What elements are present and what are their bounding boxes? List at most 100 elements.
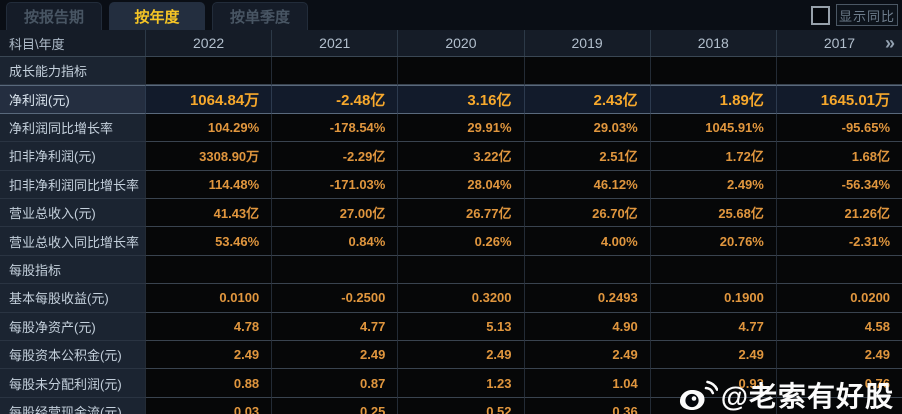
year-header-2020[interactable]: 2020 <box>397 30 523 56</box>
row-value: 4.77 <box>271 312 398 342</box>
show-yoy-label: 显示同比 <box>838 8 895 24</box>
row-value: 0.93 <box>649 369 776 398</box>
row-value: 0.2493 <box>523 284 650 313</box>
row-value: 2.49% <box>649 170 776 200</box>
row-value: 1645.01万 <box>775 85 902 114</box>
tab-report-period-label: 按报告期 <box>23 9 84 26</box>
row-value <box>145 57 272 86</box>
row-value: 20.76% <box>649 227 776 256</box>
row-label: 每股净资产(元) <box>0 312 145 342</box>
row-value: 1.72亿 <box>649 142 776 171</box>
row-value: -56.34% <box>775 170 902 200</box>
row-value: 26.77亿 <box>397 199 524 228</box>
row-value: 2.49 <box>145 341 272 370</box>
row-value: 2.51亿 <box>523 142 650 171</box>
row-value: 2.49 <box>271 341 398 370</box>
year-header-2017[interactable]: 2017 <box>775 30 902 56</box>
row-label: 每股指标 <box>0 255 145 285</box>
table-row[interactable]: 净利润同比增长率 104.29% -178.54% 29.91% 29.03% … <box>0 113 902 143</box>
row-value: 114.48% <box>145 170 272 200</box>
row-value: 0.0100 <box>145 284 272 313</box>
more-columns-icon[interactable]: » <box>884 33 895 53</box>
row-value: 3.16亿 <box>397 85 524 114</box>
table-row[interactable]: 每股经营现金流(元) 0.03 0.25 0.52 0.36 <box>0 397 902 414</box>
row-value: 0.76 <box>775 369 902 398</box>
row-label: 营业总收入同比增长率 <box>0 227 145 256</box>
row-label: 每股经营现金流(元) <box>0 397 145 414</box>
tab-single-quarter-label: 按单季度 <box>229 9 290 26</box>
table-row[interactable]: 营业总收入(元) 41.43亿 27.00亿 26.77亿 26.70亿 25.… <box>0 199 902 228</box>
table-row[interactable]: 成长能力指标 <box>0 57 902 86</box>
row-value: -95.65% <box>775 113 902 143</box>
row-value: 0.3200 <box>397 284 524 313</box>
row-value: 4.78 <box>145 312 272 342</box>
row-value: 2.49 <box>775 341 902 370</box>
row-value: 4.58 <box>775 312 902 342</box>
show-yoy-checkbox[interactable] <box>811 5 830 25</box>
row-value <box>775 57 902 86</box>
row-value: 21.26亿 <box>775 199 902 228</box>
row-value <box>523 255 650 285</box>
row-value: 2.43亿 <box>523 85 650 114</box>
row-label: 成长能力指标 <box>0 57 145 86</box>
row-value: 0.03 <box>145 397 272 414</box>
table-row[interactable]: 营业总收入同比增长率 53.46% 0.84% 0.26% 4.00% 20.7… <box>0 227 902 256</box>
row-value: 28.04% <box>397 170 524 200</box>
row-label: 扣非净利润同比增长率 <box>0 170 145 200</box>
row-value <box>271 255 398 285</box>
row-value: -2.29亿 <box>271 142 398 171</box>
row-value: 104.29% <box>145 113 272 143</box>
row-label: 基本每股收益(元) <box>0 284 145 313</box>
row-value: -178.54% <box>271 113 398 143</box>
row-label: 净利润(元) <box>0 85 145 114</box>
row-label: 扣非净利润(元) <box>0 142 145 171</box>
row-value: 2.49 <box>649 341 776 370</box>
row-value: 29.91% <box>397 113 524 143</box>
row-value: 0.1900 <box>649 284 776 313</box>
table-row[interactable]: 扣非净利润同比增长率 114.48% -171.03% 28.04% 46.12… <box>0 170 902 200</box>
row-value: 4.00% <box>523 227 650 256</box>
row-value <box>649 397 776 414</box>
row-value: 1045.91% <box>649 113 776 143</box>
row-value: 0.26% <box>397 227 524 256</box>
table-row[interactable]: 每股未分配利润(元) 0.88 0.87 1.23 1.04 0.93 0.76 <box>0 369 902 398</box>
tab-annual-label: 按年度 <box>134 9 180 26</box>
row-label: 每股资本公积金(元) <box>0 341 145 370</box>
row-value: 2.49 <box>523 341 650 370</box>
row-label: 营业总收入(元) <box>0 199 145 228</box>
period-tab-bar: 按报告期 按年度 按单季度 显示同比 <box>0 0 902 30</box>
table-row[interactable]: 每股净资产(元) 4.78 4.77 5.13 4.90 4.77 4.58 <box>0 312 902 342</box>
row-value: 27.00亿 <box>271 199 398 228</box>
year-header-2018[interactable]: 2018 <box>649 30 776 56</box>
row-value <box>775 255 902 285</box>
table-row[interactable]: 基本每股收益(元) 0.0100 -0.2500 0.3200 0.2493 0… <box>0 284 902 313</box>
row-value: 0.25 <box>271 397 398 414</box>
row-value: -171.03% <box>271 170 398 200</box>
year-header-2022[interactable]: 2022 <box>145 30 271 56</box>
table-row[interactable]: 净利润(元) 1064.84万 -2.48亿 3.16亿 2.43亿 1.89亿… <box>0 85 902 114</box>
row-value: 1064.84万 <box>145 85 272 114</box>
row-value: 46.12% <box>523 170 650 200</box>
tab-annual[interactable]: 按年度 <box>109 2 205 30</box>
row-value: 0.0200 <box>775 284 902 313</box>
row-value: 41.43亿 <box>145 199 272 228</box>
year-header-2021[interactable]: 2021 <box>271 30 397 56</box>
row-value: 0.36 <box>523 397 650 414</box>
row-value: 0.52 <box>397 397 524 414</box>
row-value: 4.90 <box>523 312 650 342</box>
row-value: 4.77 <box>649 312 776 342</box>
row-value: 5.13 <box>397 312 524 342</box>
table-row[interactable]: 扣非净利润(元) 3308.90万 -2.29亿 3.22亿 2.51亿 1.7… <box>0 142 902 171</box>
tab-report-period[interactable]: 按报告期 <box>6 2 102 30</box>
table-row[interactable]: 每股资本公积金(元) 2.49 2.49 2.49 2.49 2.49 2.49 <box>0 341 902 370</box>
year-header-2019[interactable]: 2019 <box>523 30 650 56</box>
tab-single-quarter[interactable]: 按单季度 <box>212 2 308 30</box>
table-row[interactable]: 每股指标 <box>0 255 902 285</box>
show-yoy-button[interactable]: 显示同比 <box>836 4 898 26</box>
row-value: 1.68亿 <box>775 142 902 171</box>
row-value <box>397 255 524 285</box>
row-value: 3.22亿 <box>397 142 524 171</box>
row-value <box>649 255 776 285</box>
row-value: 1.89亿 <box>649 85 776 114</box>
row-value: -2.48亿 <box>271 85 398 114</box>
